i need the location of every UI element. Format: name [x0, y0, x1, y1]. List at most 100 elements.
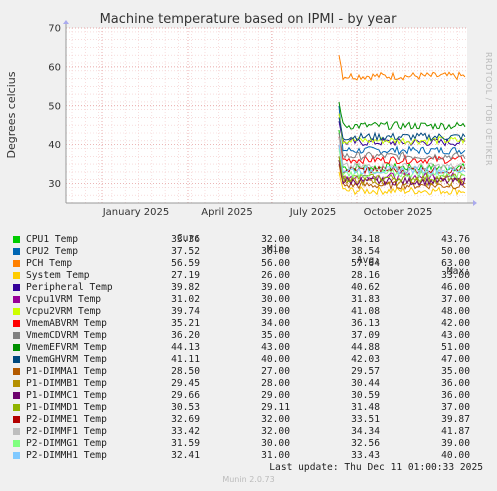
- legend-max-value: 36.00: [441, 378, 470, 389]
- legend-swatch: [13, 284, 20, 291]
- col-cur: Cur:: [176, 233, 200, 244]
- legend-max-value: 43.00: [441, 330, 470, 341]
- legend-min-value: 43.00: [261, 342, 290, 353]
- legend-row: VmemEFVRM Temp 44.13 43.00 44.88 51.00: [0, 342, 497, 354]
- legend-label: CPU1 Temp: [26, 234, 78, 245]
- series-line: [338, 160, 466, 187]
- y-tick-label: 60: [48, 62, 61, 73]
- legend-label: Vcpu2VRM Temp: [26, 306, 102, 317]
- legend-min-value: 29.00: [261, 390, 290, 401]
- legend-max-value: 42.00: [441, 318, 470, 329]
- legend-avg-value: 57.64: [351, 258, 380, 269]
- x-tick-label: July 2025: [289, 207, 337, 218]
- series-line: [338, 171, 466, 196]
- legend-cur-value: 31.59: [171, 438, 200, 449]
- legend-swatch: [13, 428, 20, 435]
- legend-min-value: 26.00: [261, 270, 290, 281]
- legend-label: PCH Temp: [26, 258, 73, 269]
- legend-swatch: [13, 380, 20, 387]
- legend-row: Peripheral Temp 39.82 39.00 40.62 46.00: [0, 282, 497, 294]
- legend-swatch: [13, 332, 20, 339]
- legend-cur-value: 39.82: [171, 282, 200, 293]
- legend-row: VmemCDVRM Temp 36.20 35.00 37.09 43.00: [0, 330, 497, 342]
- legend-label: P1-DIMMA1 Temp: [26, 366, 107, 377]
- legend-label: Vcpu1VRM Temp: [26, 294, 102, 305]
- legend-min-value: 28.00: [261, 378, 290, 389]
- legend-avg-value: 33.51: [351, 414, 380, 425]
- legend-row: CPU1 Temp 33.36 32.00 34.18 43.76: [0, 234, 497, 246]
- series-line: [338, 136, 466, 165]
- legend-row: PCH Temp 56.59 56.00 57.64 63.00: [0, 258, 497, 270]
- legend-avg-value: 33.43: [351, 450, 380, 461]
- legend-cur-value: 29.45: [171, 378, 200, 389]
- legend-avg-value: 28.16: [351, 270, 380, 281]
- legend-cur-value: 33.36: [171, 234, 200, 245]
- legend-max-value: 39.87: [441, 414, 470, 425]
- legend-label: VmemCDVRM Temp: [26, 330, 107, 341]
- legend-avg-value: 31.83: [351, 294, 380, 305]
- y-tick-label: 30: [48, 179, 61, 190]
- legend-min-value: 35.00: [261, 330, 290, 341]
- y-tick-label: 70: [48, 24, 61, 35]
- legend-avg-value: 32.56: [351, 438, 380, 449]
- legend-min-value: 30.00: [261, 294, 290, 305]
- legend-header: Cur: Min: Avg: Max:: [0, 222, 497, 277]
- series-line: [338, 148, 466, 179]
- legend-min-value: 29.11: [261, 402, 290, 413]
- legend-label: P2-DIMMH1 Temp: [26, 450, 107, 461]
- series-line: [338, 117, 466, 142]
- series-line: [338, 156, 466, 183]
- legend-row: P2-DIMMG1 Temp 31.59 30.00 32.56 39.00: [0, 438, 497, 450]
- x-axis-arrow: [473, 200, 477, 206]
- series-line: [338, 144, 466, 176]
- legend-max-value: 41.87: [441, 426, 470, 437]
- legend-avg-value: 38.54: [351, 246, 380, 257]
- legend-swatch: [13, 368, 20, 375]
- legend-row: Vcpu2VRM Temp 39.74 39.00 41.08 48.00: [0, 306, 497, 318]
- legend-swatch: [13, 236, 20, 243]
- legend-cur-value: 30.53: [171, 402, 200, 413]
- legend-swatch: [13, 356, 20, 363]
- legend-swatch: [13, 344, 20, 351]
- last-update: Last update: Thu Dec 11 01:00:33 2025: [269, 462, 483, 473]
- legend-max-value: 43.76: [441, 234, 470, 245]
- legend-swatch: [13, 392, 20, 399]
- legend-avg-value: 31.48: [351, 402, 380, 413]
- legend-cur-value: 35.21: [171, 318, 200, 329]
- series-line: [338, 113, 466, 146]
- legend-cur-value: 44.13: [171, 342, 200, 353]
- legend-swatch: [13, 272, 20, 279]
- legend-label: CPU2 Temp: [26, 246, 78, 257]
- legend-avg-value: 44.88: [351, 342, 380, 353]
- series-line: [338, 101, 466, 131]
- legend-cur-value: 27.19: [171, 270, 200, 281]
- legend-min-value: 56.00: [261, 258, 290, 269]
- legend-swatch: [13, 248, 20, 255]
- legend-row: P1-DIMMD1 Temp 30.53 29.11 31.48 37.00: [0, 402, 497, 414]
- legend-min-value: 39.00: [261, 282, 290, 293]
- legend-label: VmemGHVRM Temp: [26, 354, 107, 365]
- plot-area: [66, 28, 467, 203]
- col-min: Min:: [266, 244, 290, 255]
- legend-avg-value: 30.44: [351, 378, 380, 389]
- legend-max-value: 40.00: [441, 450, 470, 461]
- legend-avg-value: 29.57: [351, 366, 380, 377]
- legend-label: System Temp: [26, 270, 90, 281]
- legend-max-value: 39.00: [441, 438, 470, 449]
- legend-label: VmemABVRM Temp: [26, 318, 107, 329]
- series-lines: [338, 55, 466, 196]
- legend-cur-value: 28.50: [171, 366, 200, 377]
- legend-swatch: [13, 320, 20, 327]
- rrdtool-credit: RRDTOOL / TOBI OETIKER: [484, 52, 493, 166]
- legend-min-value: 30.00: [261, 438, 290, 449]
- col-max: Max:: [446, 266, 470, 277]
- legend-max-value: 33.00: [441, 270, 470, 281]
- legend-swatch: [13, 296, 20, 303]
- legend-swatch: [13, 404, 20, 411]
- chart-title: Machine temperature based on IPMI - by y…: [100, 12, 398, 27]
- legend-min-value: 32.00: [261, 234, 290, 245]
- col-avg: Avg:: [356, 255, 380, 266]
- legend-max-value: 37.00: [441, 294, 470, 305]
- legend-cur-value: 29.66: [171, 390, 200, 401]
